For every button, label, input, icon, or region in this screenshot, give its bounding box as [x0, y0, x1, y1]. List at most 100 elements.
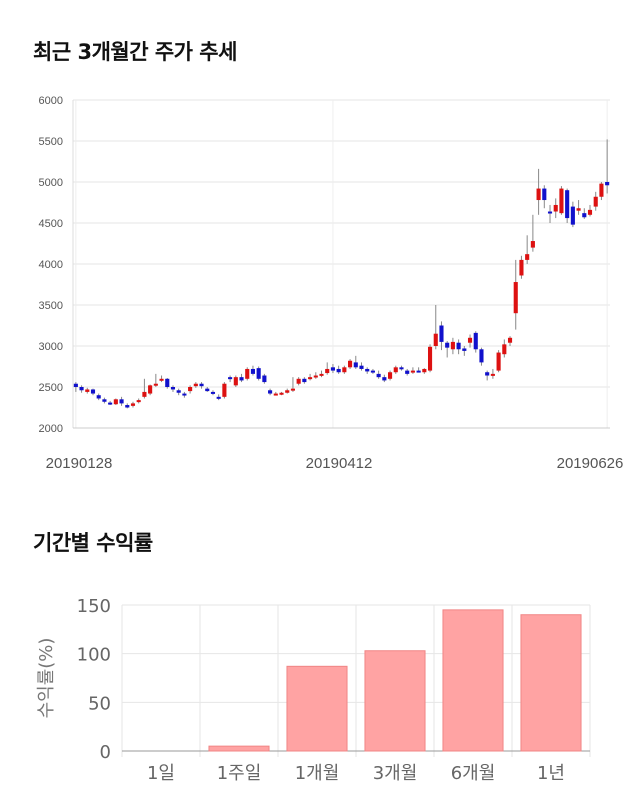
candle-body: [85, 389, 90, 392]
candle-body: [325, 368, 330, 374]
candle-body: [405, 370, 410, 374]
candle-body: [473, 332, 478, 350]
candle-body: [199, 383, 204, 387]
returns-title: 기간별 수익률: [33, 531, 153, 555]
candle-body: [410, 370, 415, 373]
candle-body: [422, 368, 427, 373]
candle-body: [290, 388, 295, 391]
candle-body: [393, 367, 398, 373]
candle-body: [193, 383, 198, 387]
price-x-tick-label: 20190412: [306, 455, 373, 472]
candle-body: [285, 390, 290, 393]
candle-body: [245, 368, 250, 379]
candle-body: [559, 188, 564, 214]
price-y-tick-label: 6000: [39, 95, 63, 107]
candle-body: [90, 389, 96, 394]
candle-body: [553, 204, 558, 212]
candle-body: [507, 337, 513, 343]
returns-y-axis-label: 수익률(%): [36, 638, 57, 719]
candle-body: [547, 211, 553, 214]
candle-body: [365, 368, 370, 372]
candle-body: [153, 383, 158, 386]
candle-body: [530, 241, 535, 248]
candle-body: [370, 370, 375, 373]
price-x-tick-label: 20190128: [46, 455, 113, 472]
candle-body: [205, 388, 210, 392]
returns-y-tick-label: 0: [100, 742, 111, 763]
candle-body: [216, 396, 221, 399]
candle-body: [279, 392, 284, 395]
candle-body: [308, 377, 313, 380]
candle-body: [582, 213, 587, 218]
candle-body: [593, 196, 598, 207]
candle-body: [136, 400, 141, 403]
candle-body: [336, 368, 341, 373]
returns-bar: [520, 614, 582, 752]
candle-body: [113, 399, 118, 405]
candle-body: [96, 395, 101, 399]
candle-body: [170, 387, 176, 390]
candle-body: [348, 360, 353, 368]
candle-body: [542, 188, 547, 201]
candle-body: [519, 259, 524, 276]
candle-body: [445, 342, 450, 348]
candle-body: [433, 333, 438, 346]
price-y-tick-label: 4000: [39, 259, 63, 271]
candle-body: [108, 402, 113, 405]
candle-body: [73, 383, 78, 387]
candle-body: [228, 377, 233, 380]
candle-body: [119, 399, 124, 404]
candle-body: [165, 378, 170, 387]
price-y-tick-label: 5500: [39, 136, 63, 148]
returns-y-tick-label: 50: [88, 693, 111, 714]
candle-body: [79, 387, 84, 391]
candle-body: [376, 373, 381, 378]
candle-body: [605, 182, 610, 186]
candle-body: [262, 375, 267, 383]
candle-body: [182, 393, 187, 396]
candle-body: [239, 377, 244, 381]
returns-x-tick-label: 6개월: [451, 763, 496, 784]
candle-body: [176, 390, 181, 393]
candle-body: [485, 372, 490, 376]
candle-body: [388, 372, 393, 379]
returns-y-tick-label: 100: [77, 645, 111, 666]
candle-body: [342, 367, 347, 373]
candle-body: [130, 403, 136, 406]
candle-body: [359, 365, 364, 369]
candle-body: [587, 209, 593, 215]
candle-body: [222, 383, 227, 397]
returns-x-tick-label: 1주일: [217, 763, 262, 784]
candle-body: [576, 208, 581, 211]
candle-body: [599, 183, 604, 197]
price-y-tick-label: 4500: [39, 218, 63, 230]
candle-body: [450, 341, 455, 350]
candle-body: [456, 342, 461, 350]
candle-body: [502, 344, 507, 355]
returns-y-tick-label: 150: [77, 596, 111, 617]
candle-body: [159, 378, 164, 381]
candle-body: [382, 377, 387, 381]
returns-bar: [442, 609, 504, 752]
candle-body: [296, 378, 301, 384]
candle-body: [102, 399, 107, 402]
price-candlestick-chart: 2000 2500 3000 3500 4000 4500 5000 5500 6000 2019…: [39, 95, 624, 472]
price-trend-title: 최근 3개월간 주가 추세: [33, 40, 237, 64]
candle-body: [302, 378, 307, 383]
returns-bar: [286, 665, 348, 752]
candle-body: [513, 282, 518, 314]
candle-body: [148, 385, 153, 394]
candle-body: [536, 188, 541, 201]
candle-body: [570, 206, 575, 225]
candle-body: [427, 346, 433, 371]
candle-body: [416, 370, 421, 373]
candle-body: [250, 368, 256, 374]
candle-body: [467, 337, 473, 343]
returns-x-tick-label: 1일: [147, 763, 175, 784]
candle-body: [490, 373, 495, 376]
price-y-tick-label: 5000: [39, 177, 63, 189]
candle-body: [142, 391, 147, 397]
candle-body: [313, 375, 318, 378]
candle-body: [125, 405, 130, 408]
